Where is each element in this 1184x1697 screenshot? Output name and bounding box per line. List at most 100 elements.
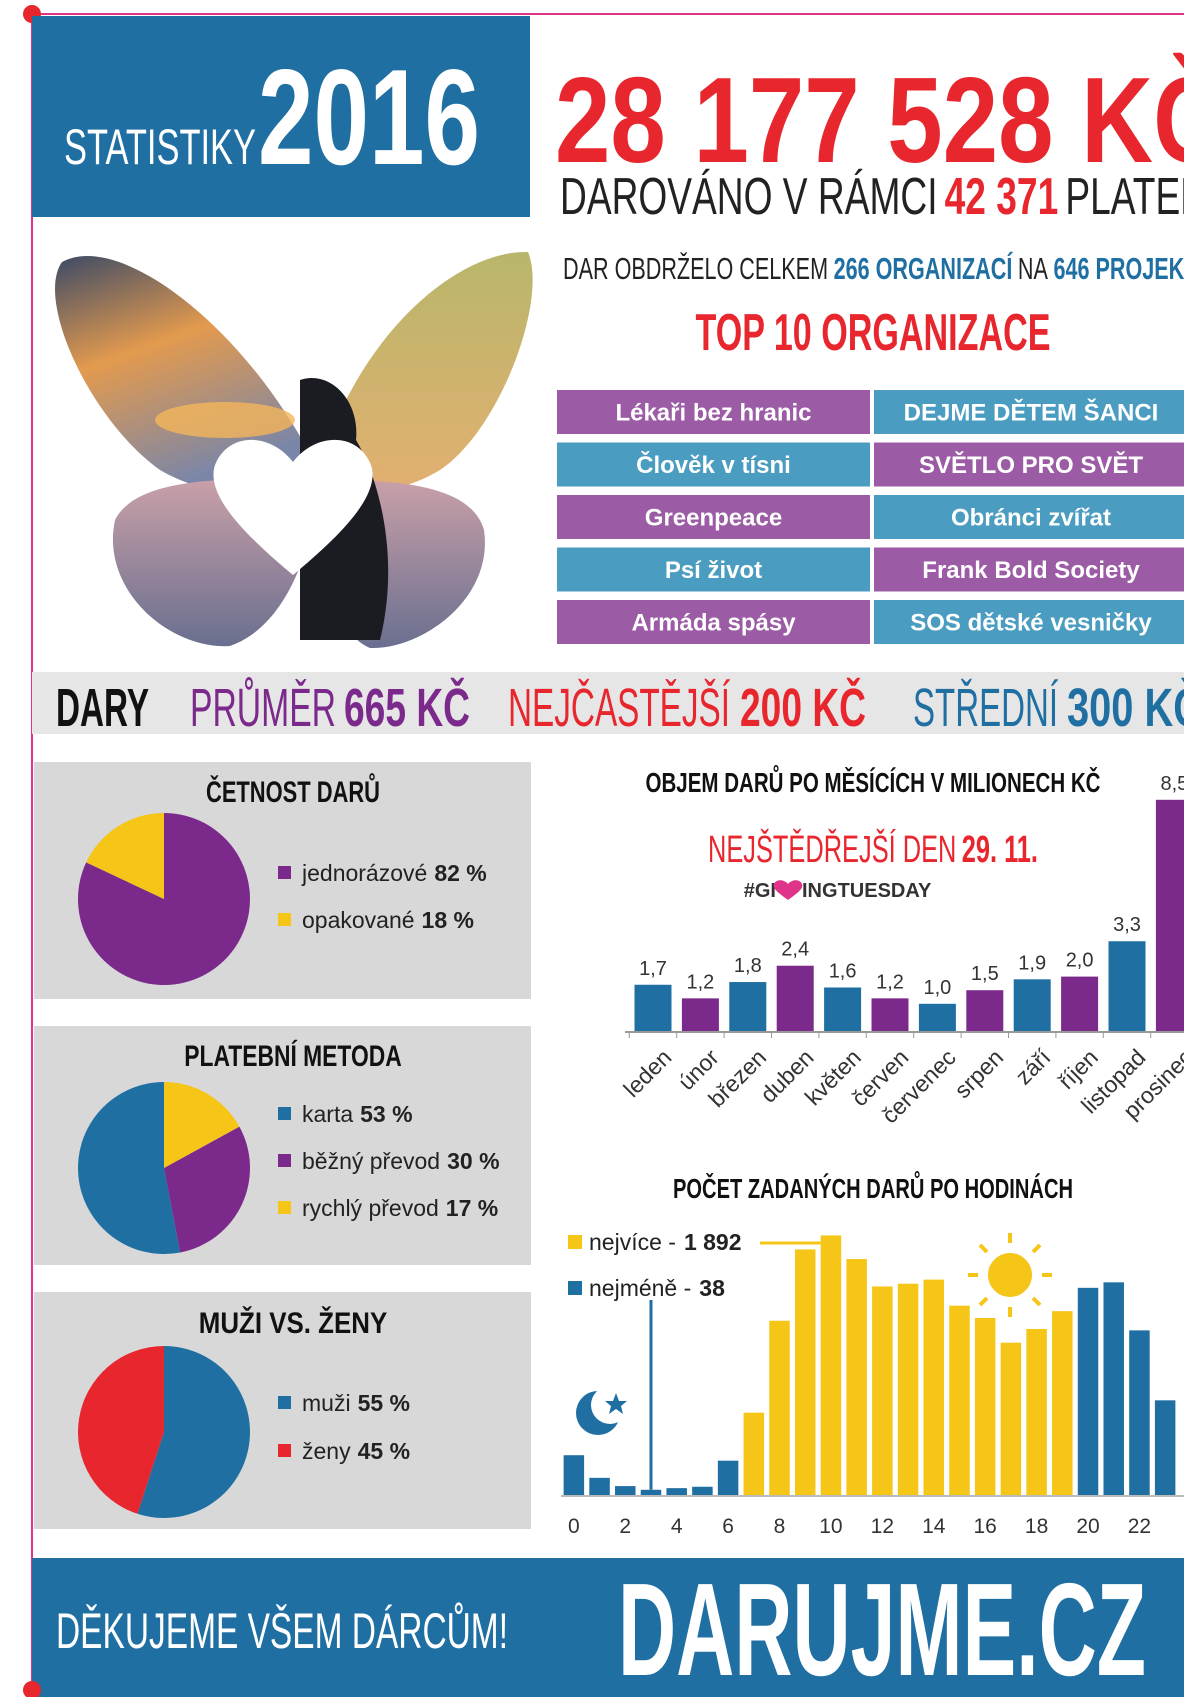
value-label: 17 % <box>446 1195 498 1221</box>
bar <box>1103 1282 1124 1495</box>
value-label: 1,5 <box>971 963 999 985</box>
bar <box>821 1235 842 1495</box>
bar <box>872 998 909 1031</box>
bar <box>1078 1288 1099 1495</box>
chart-title: MUŽI VS. ŽENY <box>199 1306 388 1340</box>
bar <box>744 1413 765 1495</box>
median-value: 300 KČ <box>1067 677 1184 738</box>
text-part: DAROVÁNO V RÁMCI <box>560 168 938 226</box>
bar <box>1001 1343 1022 1495</box>
legend-label: jednorázové <box>301 860 427 886</box>
x-tick-label: 6 <box>722 1515 734 1538</box>
value-label: 1,0 <box>923 977 951 999</box>
legend-swatch <box>278 1154 291 1167</box>
header-year: 2016 <box>258 41 480 193</box>
chart-title: POČET ZADANÝCH DARŮ PO HODINÁCH <box>673 1171 1073 1204</box>
bar <box>564 1455 585 1495</box>
value-label: 53 % <box>360 1101 412 1127</box>
org-name: Člověk v tísni <box>636 451 791 479</box>
text-part: ING <box>802 880 838 902</box>
summary: DAR OBDRŽELO CELKEM266 ORGANIZACÍNA646 P… <box>563 248 1184 286</box>
bar <box>769 1321 790 1495</box>
hashtag: #GI <box>744 880 776 902</box>
legend-swatch <box>568 1235 582 1249</box>
org-name: Psí život <box>665 557 762 584</box>
legend-entry: nejméně - 38 <box>589 1275 725 1301</box>
x-tick-label: 12 <box>871 1515 894 1538</box>
legend-label: ženy <box>302 1438 351 1464</box>
bar <box>1129 1330 1150 1495</box>
legend-label: nejvíce - <box>589 1229 676 1255</box>
value-label: 1 892 <box>684 1229 742 1255</box>
org-name: SVĚTLO PRO SVĚT <box>919 451 1143 479</box>
value-label: 55 % <box>358 1390 410 1416</box>
bar <box>949 1306 970 1495</box>
x-tick-label: 20 <box>1076 1515 1099 1538</box>
legend-swatch <box>278 866 291 879</box>
bar <box>729 982 766 1031</box>
legend-swatch <box>278 913 291 926</box>
text-part: DAR OBDRŽELO CELKEM <box>563 251 828 286</box>
bar <box>1026 1329 1047 1495</box>
gifts-label: DARY <box>56 678 149 738</box>
bar <box>777 966 814 1031</box>
legend-label: muži <box>302 1390 351 1416</box>
text-part: NA <box>1018 251 1048 286</box>
mode-value: 200 KČ <box>740 677 866 738</box>
x-tick-label: 18 <box>1025 1515 1048 1538</box>
legend-entry: nejvíce - 1 892 <box>589 1229 742 1255</box>
org-name: Lékaři bez hranic <box>615 400 811 427</box>
text-part: 29. 11. <box>962 829 1038 871</box>
top10-title: TOP 10 ORGANIZACE <box>696 304 1051 362</box>
org-name: SOS dětské vesničky <box>910 610 1152 637</box>
org-name: Greenpeace <box>645 505 782 532</box>
value-label: 1,6 <box>829 960 857 982</box>
legend-swatch <box>278 1396 291 1409</box>
text-part: NEJŠTĚDŘEJŠÍ DEN <box>708 827 956 871</box>
chart-title: PLATEBNÍ METODA <box>184 1039 402 1073</box>
bar <box>589 1478 610 1495</box>
average-value: 665 KČ <box>344 677 470 738</box>
bar <box>898 1284 919 1495</box>
value-label: 2,4 <box>781 939 809 961</box>
bar <box>1155 1400 1176 1495</box>
bar <box>966 990 1003 1031</box>
value-label: 1,9 <box>1018 952 1046 974</box>
value-label: 2,0 <box>1066 950 1094 972</box>
infographic: STATISTIKY201628 177 528 KČDAROVÁNO V RÁ… <box>0 0 1184 1697</box>
footer-thanks: DĚKUJEME VŠEM DÁRCŮM! <box>56 1602 508 1659</box>
value-label: 1,7 <box>639 958 667 980</box>
legend-label: nejméně - <box>589 1275 691 1301</box>
value-label: 1,2 <box>876 971 904 993</box>
mode-label: NEJČASTĚJŠÍ <box>508 678 730 738</box>
text-part: 646 PROJEKTŮ <box>1053 248 1184 286</box>
x-tick-label: 0 <box>568 1515 580 1538</box>
org-name: Obránci zvířat <box>951 505 1111 532</box>
bar <box>824 987 861 1031</box>
page: STATISTIKY201628 177 528 KČDAROVÁNO V RÁ… <box>0 0 1184 1697</box>
text-part: 266 ORGANIZACÍ <box>834 251 1014 286</box>
value-label: 1,2 <box>686 971 714 993</box>
median-label: STŘEDNÍ <box>913 678 1058 738</box>
legend-label: karta <box>302 1101 353 1127</box>
legend-swatch <box>278 1107 291 1120</box>
value-label: 1,8 <box>734 955 762 977</box>
bar <box>635 985 672 1031</box>
bar <box>795 1249 816 1495</box>
value-label: 38 <box>699 1275 725 1301</box>
x-tick-label: 8 <box>774 1515 786 1538</box>
bar <box>1052 1311 1073 1495</box>
legend-entry: běžný převod 30 % <box>302 1148 500 1174</box>
x-tick-label: 16 <box>974 1515 997 1538</box>
hashtag: INGTUESDAY <box>802 880 932 902</box>
x-tick-label: 14 <box>922 1515 946 1538</box>
value-label: 30 % <box>447 1148 499 1174</box>
legend-swatch <box>278 1201 291 1214</box>
legend-label: běžný převod <box>302 1148 440 1174</box>
lantern-glow <box>155 402 295 438</box>
bar <box>1109 941 1146 1031</box>
annotation: NEJŠTĚDŘEJŠÍ DEN29. 11. <box>708 827 1038 871</box>
footer-site: DARUJME.CZ <box>618 1556 1146 1697</box>
